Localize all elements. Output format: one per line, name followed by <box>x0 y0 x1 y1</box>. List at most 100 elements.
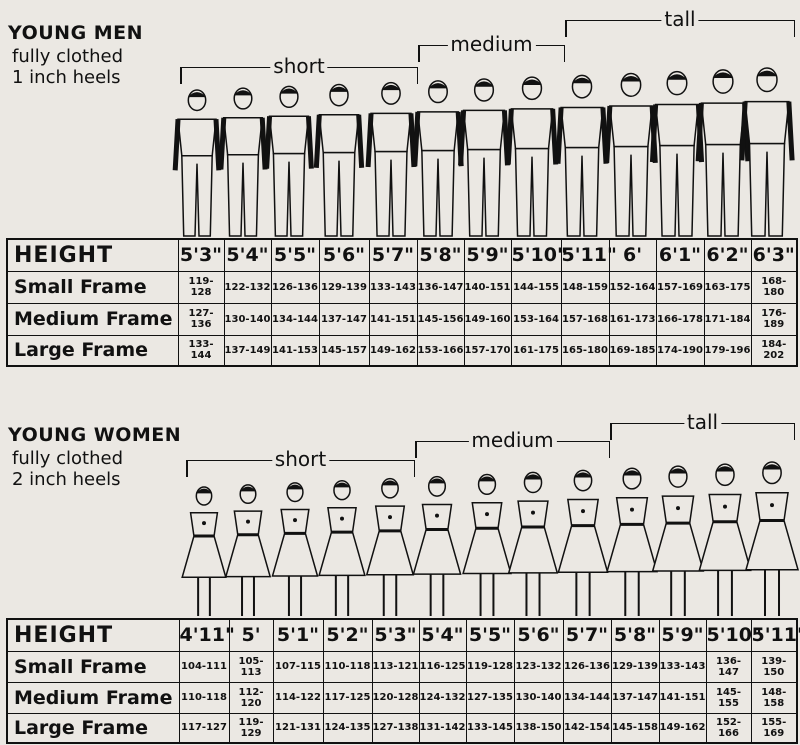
weight-range-cell: 120-128 <box>371 681 420 714</box>
weight-range-cell: 136-147 <box>416 270 465 304</box>
weight-range-cell: 137-149 <box>223 334 272 367</box>
weight-range-cell: 129-139 <box>610 650 660 683</box>
men-tall-label: tall <box>661 7 699 31</box>
weight-range-cell: 117-127 <box>178 712 230 744</box>
men-figures-illustration <box>172 67 795 237</box>
weight-range-cell: 157-170 <box>463 334 512 367</box>
weight-range-cell: 119-129 <box>228 712 274 744</box>
frame-label: Small Frame <box>6 650 180 683</box>
height-header: HEIGHT <box>6 238 179 272</box>
man-figure <box>458 78 510 237</box>
weight-range-cell: 114-122 <box>272 681 324 714</box>
weight-range-cell: 129-139 <box>318 270 370 304</box>
weight-range-cell: 121-131 <box>272 712 324 744</box>
weight-range-cell: 105-113 <box>228 650 274 683</box>
weight-range-cell: 139-150 <box>750 650 798 683</box>
weight-range-cell: 138-150 <box>513 712 564 744</box>
weight-range-cell: 119-128 <box>465 650 515 683</box>
height-cell: 5'6" <box>513 618 564 652</box>
height-cell: 5'1" <box>272 618 324 652</box>
weight-range-cell: 123-132 <box>513 650 564 683</box>
man-figure <box>365 81 417 237</box>
woman-figure <box>744 461 800 616</box>
weight-range-cell: 104-111 <box>178 650 230 683</box>
woman-figure <box>557 469 609 616</box>
height-cell: 5'10" <box>705 618 762 652</box>
height-cell: 5'8" <box>610 618 660 652</box>
weight-range-cell: 149-162 <box>368 334 418 367</box>
weight-range-cell: 127-136 <box>177 302 225 336</box>
women-title: YOUNG WOMEN <box>8 424 182 446</box>
weight-range-cell: 133-145 <box>465 712 515 744</box>
weight-range-cell: 122-132 <box>223 270 272 304</box>
weight-range-cell: 171-184 <box>703 302 752 336</box>
men-short-label: short <box>270 54 328 78</box>
weight-range-cell: 145-158 <box>610 712 660 744</box>
weight-range-cell: 134-144 <box>562 681 612 714</box>
weight-range-cell: 141-153 <box>270 334 320 367</box>
frame-label: Medium Frame <box>6 681 180 714</box>
height-cell: 5'9" <box>463 238 512 272</box>
height-cell: 5'7" <box>562 618 612 652</box>
weight-range-cell: 161-175 <box>510 334 562 367</box>
weight-range-cell: 127-138 <box>371 712 420 744</box>
weight-range-cell: 142-154 <box>562 712 612 744</box>
weight-range-cell: 107-115 <box>272 650 324 683</box>
woman-figure <box>318 480 366 616</box>
weight-range-cell: 112-120 <box>228 681 274 714</box>
weight-range-cell: 145-155 <box>705 681 752 714</box>
weight-range-cell: 133-144 <box>177 334 225 367</box>
man-figure <box>505 76 559 237</box>
weight-range-cell: 152-166 <box>705 712 752 744</box>
height-cell: 5'10" <box>510 238 567 272</box>
height-cell: 6'3" <box>750 238 798 272</box>
weight-range-cell: 116-125 <box>418 650 467 683</box>
weight-range-cell: 141-151 <box>368 302 418 336</box>
weight-range-cell: 117-125 <box>322 681 373 714</box>
weight-range-cell: 134-144 <box>270 302 320 336</box>
frame-label: Large Frame <box>6 334 179 367</box>
women-tall-bracket: tall <box>610 410 795 440</box>
weight-range-cell: 126-136 <box>562 650 612 683</box>
weight-range-cell: 184-202 <box>750 334 798 367</box>
weight-range-cell: 166-178 <box>655 302 705 336</box>
women-medium-bracket: medium <box>415 428 610 458</box>
weight-range-cell: 119-128 <box>177 270 225 304</box>
weight-range-cell: 155-169 <box>750 712 798 744</box>
woman-figure <box>462 473 512 616</box>
frame-label: Large Frame <box>6 712 180 744</box>
men-subtitle-heels: 1 inch heels <box>12 67 121 88</box>
woman-figure <box>651 465 705 616</box>
weight-range-cell: 130-140 <box>513 681 564 714</box>
weight-range-cell: 148-159 <box>560 270 610 304</box>
women-short-bracket: short <box>186 447 415 477</box>
weight-range-cell: 141-151 <box>658 681 707 714</box>
height-cell: 5'9" <box>658 618 707 652</box>
frame-label: Small Frame <box>6 270 179 304</box>
man-figure <box>739 67 795 237</box>
woman-figure <box>412 475 462 616</box>
height-cell: 5'11" <box>560 238 617 272</box>
women-figures-illustration <box>181 461 800 616</box>
man-figure <box>172 89 222 237</box>
weight-range-cell: 176-189 <box>750 302 798 336</box>
height-cell: 5'11" <box>750 618 800 652</box>
woman-figure <box>698 463 752 616</box>
height-cell: 5'5" <box>465 618 515 652</box>
weight-range-cell: 165-180 <box>560 334 610 367</box>
men-subtitle-clothed: fully clothed <box>12 46 123 67</box>
weight-range-cell: 148-158 <box>750 681 798 714</box>
weight-range-cell: 145-157 <box>318 334 370 367</box>
height-cell: 5' <box>228 618 274 652</box>
woman-figure <box>271 482 319 616</box>
height-header: HEIGHT <box>6 618 180 652</box>
men-weight-table: HEIGHT 5'3" 5'4" 5'5" 5'6" 5'7" 5'8" 5'9" 5'10" 5… <box>6 238 798 367</box>
man-figure <box>555 74 609 237</box>
weight-range-cell: 124-135 <box>322 712 373 744</box>
men-medium-bracket: medium <box>418 32 565 62</box>
weight-range-cell: 127-135 <box>465 681 515 714</box>
men-short-bracket: short <box>180 54 418 84</box>
men-tall-bracket: tall <box>565 7 795 37</box>
weight-range-cell: 174-190 <box>655 334 705 367</box>
men-title: YOUNG MEN <box>8 22 144 44</box>
